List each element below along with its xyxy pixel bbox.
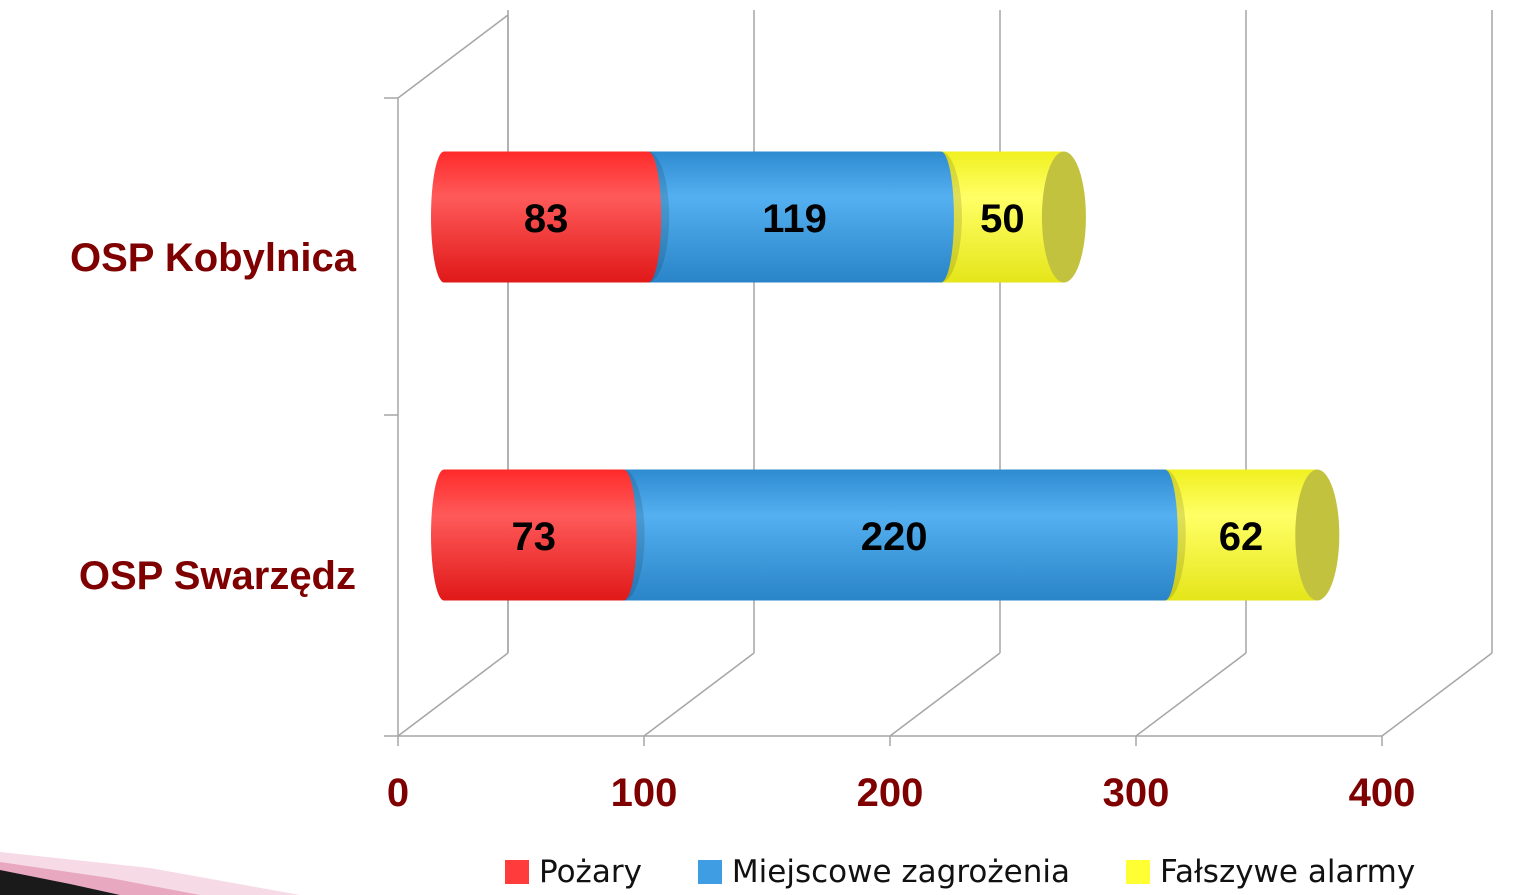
bar-end-cap <box>1041 151 1086 283</box>
bar-segment <box>610 469 1178 601</box>
legend-label: Pożary <box>539 854 642 890</box>
legend-item-miejscowe: Miejscowe zagrożenia <box>697 854 1070 890</box>
category-label: OSP Swarzędz <box>79 554 356 598</box>
bar-segment <box>635 151 954 283</box>
data-label: 62 <box>1219 515 1264 559</box>
data-label: 50 <box>980 197 1025 241</box>
legend: Pożary Miejscowe zagrożenia Fałszywe ala… <box>505 852 1415 892</box>
bar-segment <box>431 151 662 283</box>
wall-top-edge <box>397 14 509 99</box>
bar-segment <box>431 469 637 601</box>
legend-item-pozary: Pożary <box>505 854 642 890</box>
legend-swatch-red <box>505 860 529 884</box>
floor-gridline <box>1381 652 1493 737</box>
x-tick-label: 0 <box>387 771 409 815</box>
bar-segment <box>927 151 1077 283</box>
decorative-corner-shape <box>0 852 300 895</box>
data-label: 73 <box>512 515 557 559</box>
category-label: OSP Kobylnica <box>70 236 357 280</box>
legend-label: Miejscowe zagrożenia <box>731 854 1070 890</box>
data-label: 220 <box>861 515 928 559</box>
bar-end-cap <box>1295 469 1340 601</box>
data-label: 83 <box>524 197 569 241</box>
x-tick-label: 200 <box>857 771 924 815</box>
data-label: 119 <box>762 197 827 241</box>
floor-gridline <box>889 652 1001 737</box>
legend-item-falszywe: Fałszywe alarmy <box>1126 854 1415 890</box>
bar-segment <box>1151 469 1331 601</box>
legend-label: Fałszywe alarmy <box>1160 854 1416 890</box>
legend-swatch-blue <box>697 860 722 884</box>
x-tick-label: 100 <box>611 771 678 815</box>
x-tick-label: 400 <box>1349 771 1416 815</box>
x-tick-label: 300 <box>1103 771 1170 815</box>
floor-gridline <box>397 652 509 737</box>
floor-gridline <box>643 652 755 737</box>
legend-swatch-yellow <box>1126 860 1150 884</box>
floor-gridline <box>1135 652 1247 737</box>
